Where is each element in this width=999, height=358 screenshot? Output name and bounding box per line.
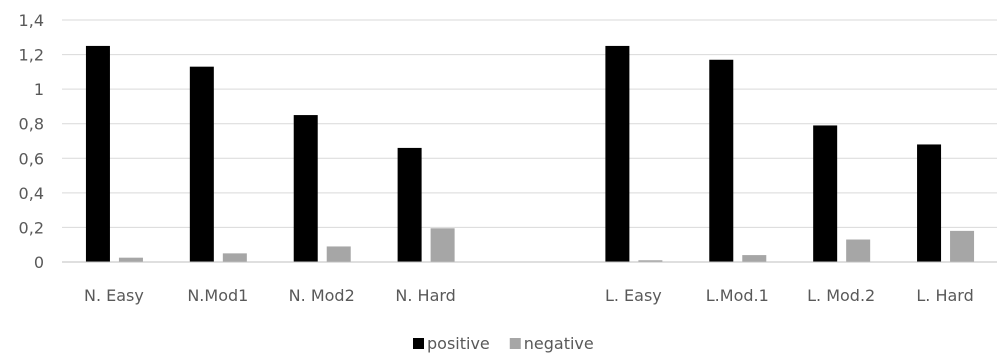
legend-label-negative: negative bbox=[524, 334, 594, 353]
x-category-label: L. Hard bbox=[916, 286, 973, 305]
x-category-label: N.Mod1 bbox=[187, 286, 248, 305]
bar-positive bbox=[85, 45, 110, 262]
legend: positive negative bbox=[413, 334, 594, 353]
bar-positive bbox=[189, 66, 214, 263]
x-category-label: L. Easy bbox=[605, 286, 662, 305]
bar-negative bbox=[846, 239, 871, 262]
bar-negative bbox=[222, 253, 247, 262]
bar-positive bbox=[397, 147, 422, 262]
bar-negative bbox=[638, 260, 663, 262]
legend-label-positive: positive bbox=[427, 334, 490, 353]
legend-swatch-negative bbox=[509, 338, 521, 349]
y-tick-label: 1 bbox=[34, 80, 44, 99]
bar-positive bbox=[709, 59, 734, 262]
bar-negative bbox=[118, 257, 143, 262]
y-axis-tick-labels: 0 0,2 0,4 0,6 0,8 1 1,2 1,4 bbox=[19, 11, 44, 272]
x-category-label: N. Easy bbox=[84, 286, 144, 305]
y-tick-label: 0,6 bbox=[19, 149, 44, 168]
y-tick-label: 1,2 bbox=[19, 46, 44, 65]
bar-positive bbox=[813, 125, 838, 262]
gridlines bbox=[62, 19, 997, 228]
y-tick-label: 0,2 bbox=[19, 218, 44, 237]
x-category-label: N. Hard bbox=[395, 286, 455, 305]
x-category-label: L. Mod.2 bbox=[807, 286, 875, 305]
legend-swatch-positive bbox=[413, 338, 424, 349]
bar-negative bbox=[326, 246, 351, 262]
y-tick-label: 0,4 bbox=[19, 184, 44, 203]
y-tick-label: 0 bbox=[34, 253, 44, 272]
y-tick-label: 0,8 bbox=[19, 115, 44, 134]
bars bbox=[85, 45, 975, 263]
bar-negative bbox=[430, 228, 455, 262]
x-axis-category-labels: N. Easy N.Mod1 N. Mod2 N. Hard L. Easy L.Mod.… bbox=[84, 286, 974, 305]
x-category-label: N. Mod2 bbox=[289, 286, 355, 305]
bar-positive bbox=[293, 115, 318, 262]
bar-positive bbox=[605, 45, 630, 262]
bar-positive bbox=[917, 144, 942, 262]
bar-negative bbox=[950, 230, 975, 262]
x-category-label: L.Mod.1 bbox=[706, 286, 769, 305]
y-tick-label: 1,4 bbox=[19, 11, 44, 30]
bar-negative bbox=[742, 255, 767, 262]
